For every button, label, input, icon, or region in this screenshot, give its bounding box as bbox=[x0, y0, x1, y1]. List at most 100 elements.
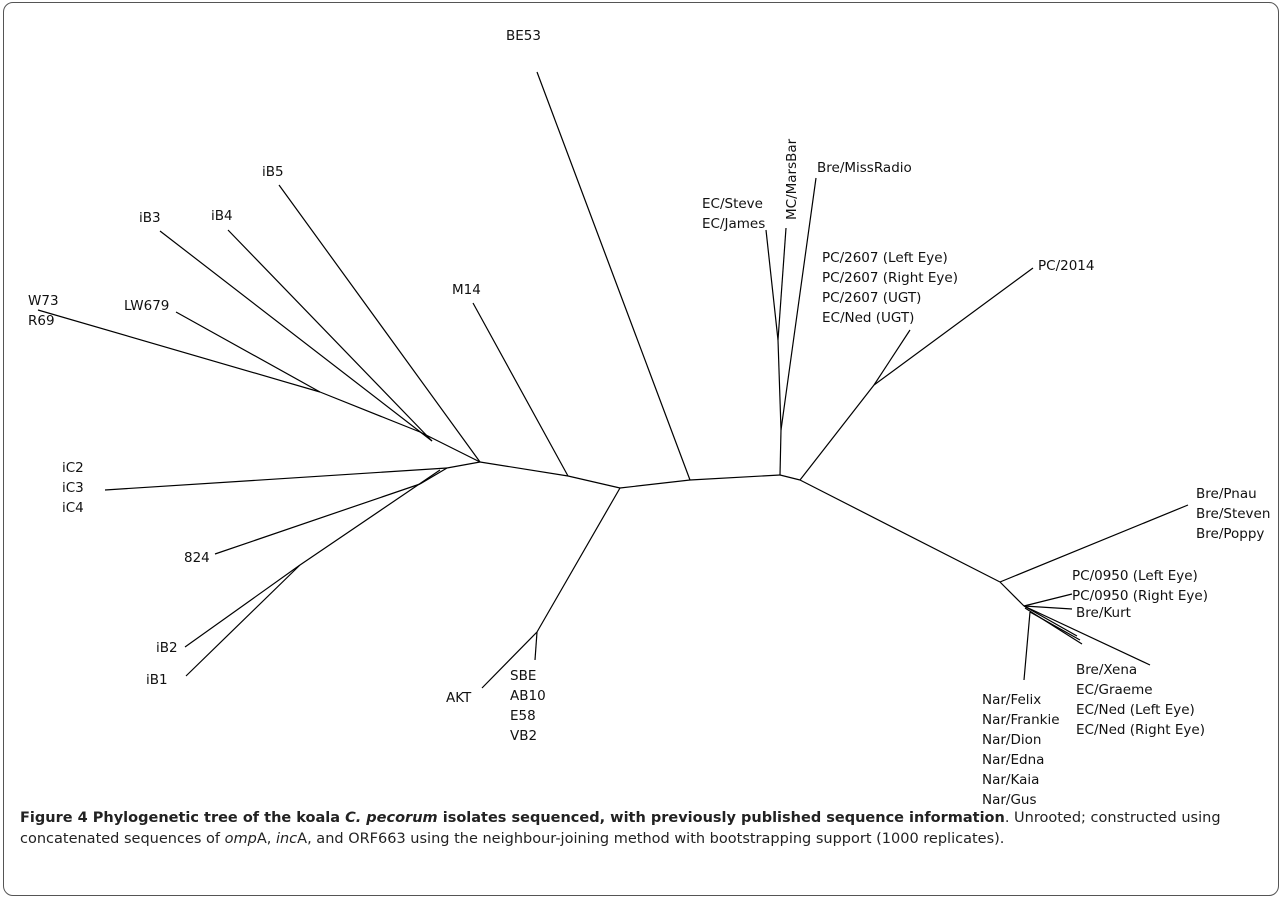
branch bbox=[319, 391, 421, 433]
branch bbox=[479, 461, 569, 477]
caption-title-part: Phylogenetic tree of the koala bbox=[92, 810, 341, 826]
branch bbox=[536, 71, 691, 481]
branch bbox=[536, 487, 621, 633]
branch bbox=[1023, 593, 1073, 607]
branch bbox=[1024, 607, 1083, 645]
taxon-label: iB1 bbox=[146, 672, 168, 688]
taxon-label: PC/0950 (Left Eye) bbox=[1072, 568, 1198, 584]
taxon-label: Bre/Pnau bbox=[1196, 486, 1257, 502]
tree-labels: BE53 MC/MarsBar Bre/MissRadio EC/Steve E… bbox=[28, 28, 1270, 808]
taxon-label: Nar/Felix bbox=[982, 692, 1041, 708]
taxon-label: SBE bbox=[510, 668, 536, 684]
taxon-label: iC3 bbox=[62, 480, 84, 496]
taxon-label: PC/2607 (UGT) bbox=[822, 290, 921, 306]
branch bbox=[999, 581, 1025, 607]
caption-title-part: isolates sequenced, with previously publ… bbox=[442, 810, 1005, 826]
taxon-label: Bre/Xena bbox=[1076, 662, 1137, 678]
taxon-label: EC/James bbox=[702, 216, 765, 232]
branch bbox=[765, 229, 779, 341]
branch bbox=[278, 184, 481, 463]
taxon-label: PC/2014 bbox=[1038, 258, 1094, 274]
branch bbox=[419, 431, 481, 463]
taxon-label: E58 bbox=[510, 708, 536, 724]
taxon-label: Nar/Kaia bbox=[982, 772, 1039, 788]
taxon-label: iB5 bbox=[262, 164, 284, 180]
taxon-label: Bre/MissRadio bbox=[817, 160, 912, 176]
taxon-label: PC/2607 (Right Eye) bbox=[822, 270, 958, 286]
taxon-label: EC/Ned (Left Eye) bbox=[1076, 702, 1195, 718]
taxon-label: EC/Graeme bbox=[1076, 682, 1153, 698]
figure-frame bbox=[3, 2, 1279, 896]
caption-gene: inc bbox=[275, 831, 298, 847]
taxon-label: Nar/Frankie bbox=[982, 712, 1060, 728]
branch bbox=[227, 229, 433, 442]
branch bbox=[780, 177, 817, 431]
taxon-label: iC2 bbox=[62, 460, 84, 476]
taxon-label: iB3 bbox=[139, 210, 161, 226]
taxon-label: Nar/Edna bbox=[982, 752, 1044, 768]
branch bbox=[534, 631, 538, 661]
branch bbox=[159, 230, 433, 442]
caption-gene: omp bbox=[224, 831, 257, 847]
branch bbox=[777, 227, 787, 341]
branch bbox=[446, 461, 481, 469]
taxon-label: Nar/Dion bbox=[982, 732, 1041, 748]
branch bbox=[999, 504, 1189, 583]
taxon-label: Bre/Poppy bbox=[1196, 526, 1264, 542]
caption-label: Figure 4 bbox=[20, 810, 88, 826]
taxon-label: PC/0950 (Right Eye) bbox=[1072, 588, 1208, 604]
tree-branches bbox=[37, 71, 1189, 689]
branch bbox=[481, 631, 538, 689]
taxon-label: EC/Ned (Right Eye) bbox=[1076, 722, 1205, 738]
branch bbox=[184, 564, 301, 648]
taxon-label: AB10 bbox=[510, 688, 546, 704]
branch bbox=[104, 467, 448, 491]
branch bbox=[299, 469, 441, 566]
taxon-label: 824 bbox=[184, 550, 210, 566]
branch bbox=[1023, 605, 1151, 666]
branch bbox=[419, 467, 448, 485]
taxon-label: W73 bbox=[28, 293, 59, 309]
branch bbox=[619, 479, 691, 489]
taxon-label: R69 bbox=[28, 313, 55, 329]
branch bbox=[689, 474, 781, 481]
taxon-label: EC/Ned (UGT) bbox=[822, 310, 914, 326]
taxon-label: Bre/Steven bbox=[1196, 506, 1270, 522]
caption-text: A, and ORF663 using the neighbour-joinin… bbox=[297, 831, 1005, 847]
taxon-label: LW679 bbox=[124, 298, 169, 314]
branch bbox=[777, 339, 782, 431]
caption-species: C. pecorum bbox=[345, 810, 438, 826]
branch bbox=[873, 329, 911, 386]
caption-body: . Unrooted; constructed using concatenat… bbox=[20, 810, 1221, 847]
branch bbox=[185, 564, 301, 677]
branch bbox=[214, 483, 421, 555]
branch bbox=[472, 302, 569, 477]
taxon-label: Nar/Gus bbox=[982, 792, 1037, 808]
taxon-label: MC/MarsBar bbox=[784, 138, 800, 220]
taxon-label: EC/Steve bbox=[702, 196, 763, 212]
taxon-label: AKT bbox=[446, 690, 472, 706]
branch bbox=[1023, 605, 1073, 610]
branch bbox=[873, 267, 1034, 386]
caption-text: A, bbox=[256, 831, 272, 847]
branch bbox=[37, 309, 321, 393]
branch bbox=[175, 311, 321, 393]
taxon-label: PC/2607 (Left Eye) bbox=[822, 250, 948, 266]
taxon-label: VB2 bbox=[510, 728, 537, 744]
taxon-label: BE53 bbox=[506, 28, 541, 44]
figure-caption: Figure 4 Phylogenetic tree of the koala … bbox=[20, 808, 1265, 850]
branch bbox=[1023, 611, 1031, 681]
taxon-label: iC4 bbox=[62, 500, 84, 516]
caption-title: Figure 4 Phylogenetic tree of the koala … bbox=[20, 810, 1005, 826]
branch bbox=[799, 479, 1001, 583]
taxon-label: M14 bbox=[452, 282, 481, 298]
branch bbox=[1023, 605, 1078, 637]
taxon-label: Bre/Kurt bbox=[1076, 605, 1131, 621]
taxon-label: iB2 bbox=[156, 640, 178, 656]
branch bbox=[779, 474, 801, 481]
branch bbox=[567, 475, 621, 489]
branch bbox=[799, 384, 875, 481]
branch bbox=[779, 429, 782, 476]
taxon-label: iB4 bbox=[211, 208, 233, 224]
